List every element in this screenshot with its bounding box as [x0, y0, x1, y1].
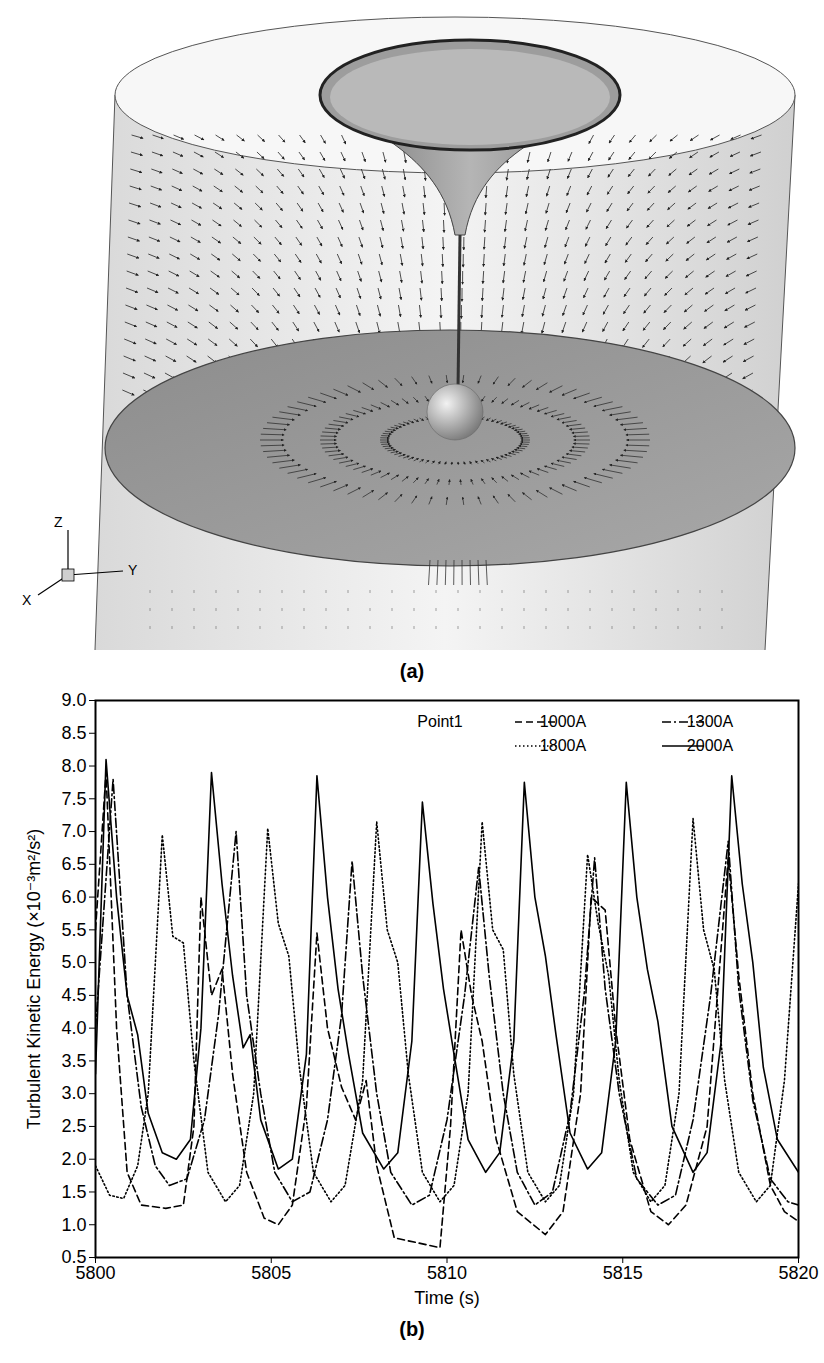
- svg-text:9.0: 9.0: [61, 690, 86, 710]
- svg-text:0.5: 0.5: [61, 1247, 86, 1267]
- svg-text:2000A: 2000A: [687, 737, 734, 754]
- svg-text:5.5: 5.5: [61, 920, 86, 940]
- svg-text:1000A: 1000A: [540, 713, 587, 730]
- svg-text:6.5: 6.5: [61, 854, 86, 874]
- svg-text:8.0: 8.0: [61, 756, 86, 776]
- svg-text:1.5: 1.5: [61, 1182, 86, 1202]
- svg-text:Point1: Point1: [417, 713, 462, 730]
- svg-text:Time (s): Time (s): [414, 1288, 479, 1308]
- svg-text:2.0: 2.0: [61, 1149, 86, 1169]
- svg-text:Turbulent Kinetic Energy (×10⁻: Turbulent Kinetic Energy (×10⁻³m²/s²): [24, 829, 44, 1129]
- svg-text:2.5: 2.5: [61, 1116, 86, 1136]
- svg-text:1800A: 1800A: [540, 737, 587, 754]
- svg-text:4.0: 4.0: [61, 1018, 86, 1038]
- svg-text:X: X: [22, 592, 32, 608]
- svg-text:5810: 5810: [427, 1263, 467, 1283]
- svg-text:5820: 5820: [778, 1263, 818, 1283]
- svg-text:3.0: 3.0: [61, 1083, 86, 1103]
- svg-text:5800: 5800: [75, 1263, 116, 1284]
- svg-text:1.0: 1.0: [61, 1214, 86, 1234]
- svg-text:3.5: 3.5: [61, 1051, 86, 1071]
- svg-text:7.5: 7.5: [61, 789, 86, 809]
- svg-text:Z: Z: [54, 514, 63, 530]
- svg-text:8.5: 8.5: [61, 723, 86, 743]
- svg-text:4.5: 4.5: [61, 985, 86, 1005]
- svg-text:Y: Y: [128, 562, 138, 578]
- svg-text:7.0: 7.0: [61, 821, 86, 841]
- html-text:(b): (b): [399, 1318, 425, 1340]
- svg-text:5815: 5815: [603, 1263, 643, 1283]
- svg-text:(a): (a): [400, 660, 424, 682]
- svg-text:1300A: 1300A: [687, 713, 734, 730]
- svg-text:6.0: 6.0: [61, 887, 86, 907]
- svg-text:5.0: 5.0: [61, 952, 86, 972]
- svg-text:5805: 5805: [251, 1263, 291, 1283]
